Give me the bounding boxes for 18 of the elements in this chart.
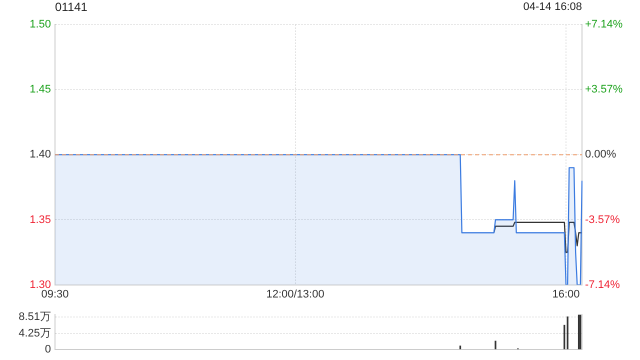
- y2-tick-label: +7.14%: [585, 18, 623, 31]
- y2-tick-label: -3.57%: [585, 214, 620, 226]
- y-tick-label: 0: [44, 343, 51, 356]
- x-tick-label: 12:00/13:00: [266, 288, 324, 300]
- x-tick-label: 16:00: [552, 288, 580, 300]
- y-tick-label: 1.40: [30, 148, 51, 161]
- y-tick-label: 1.35: [30, 214, 51, 226]
- y2-tick-label: 0.00%: [585, 148, 616, 161]
- chart-subtitle: 04-14 16:08: [523, 1, 582, 13]
- y-tick-label: 1.30: [30, 278, 51, 291]
- chart-title: 01141: [55, 0, 88, 14]
- y2-tick-label: +3.57%: [585, 84, 623, 96]
- y-tick-label: 8.51万: [18, 311, 51, 324]
- x-tick-label: 09:30: [41, 288, 69, 300]
- y2-tick-label: -7.14%: [585, 278, 620, 291]
- y-tick-label: 1.45: [30, 84, 51, 96]
- y-tick-label: 1.50: [30, 18, 51, 31]
- y-tick-label: 4.25万: [18, 327, 51, 340]
